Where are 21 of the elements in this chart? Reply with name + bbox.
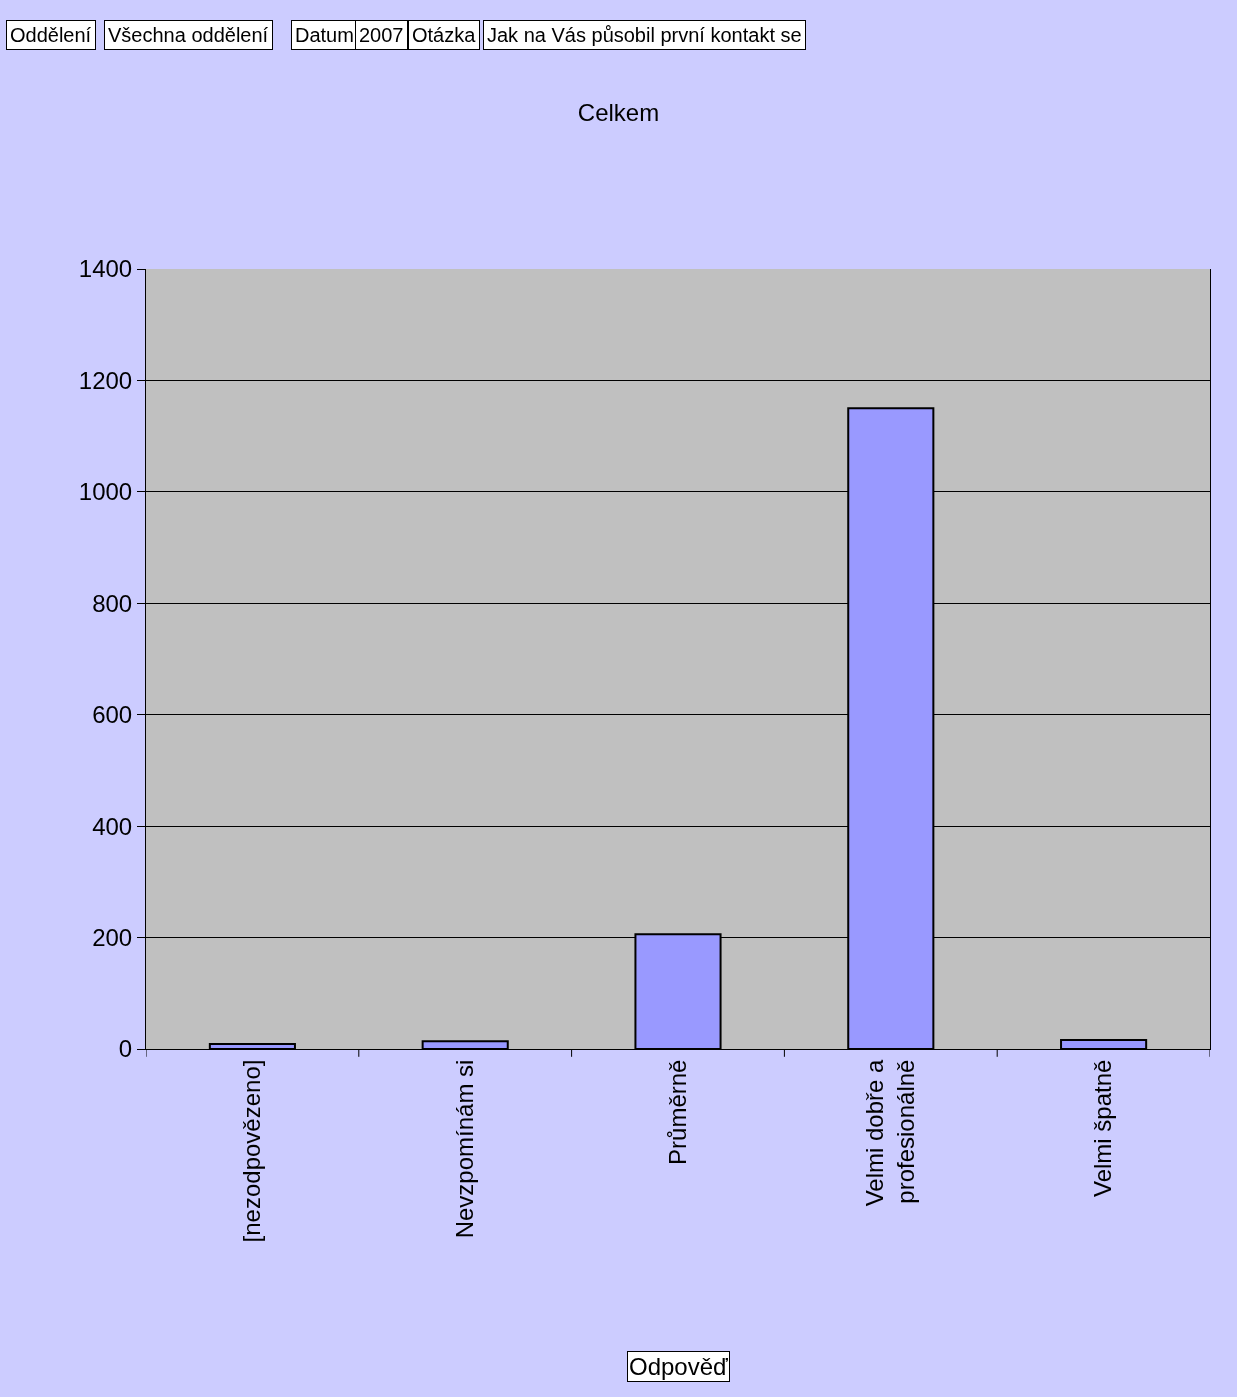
text: 2007 <box>359 24 404 46</box>
x-tick-label: Velmi dobře a profesionálně <box>861 1058 920 1207</box>
y-tick-label: 1400 <box>78 255 133 283</box>
y-tick-label: 1200 <box>78 366 133 394</box>
chart-title: Celkem <box>577 99 660 127</box>
text: Všechna oddělení <box>108 24 269 46</box>
text: Jak na Vás působil první kontakt se <box>487 24 802 46</box>
y-tick-label: 0 <box>118 1035 133 1063</box>
y-tick-label: 600 <box>92 701 133 729</box>
x-tick-label: Průměrně <box>663 1059 691 1165</box>
text: Otázka <box>412 24 477 46</box>
x-tick-label: Velmi špatně <box>1089 1059 1117 1198</box>
y-tick-label: 1000 <box>78 478 133 506</box>
y-tick-label: 400 <box>92 812 133 840</box>
text: Oddělení <box>10 24 92 46</box>
x-tick-label: [nezodpovězeno] <box>238 1059 266 1243</box>
x-axis-title: Odpověď <box>629 1353 729 1380</box>
x-tick-label: Nevzpomínám si <box>451 1059 478 1239</box>
y-tick-label: 200 <box>92 923 133 951</box>
text: Datum <box>295 24 354 46</box>
y-tick-label: 800 <box>92 589 133 617</box>
